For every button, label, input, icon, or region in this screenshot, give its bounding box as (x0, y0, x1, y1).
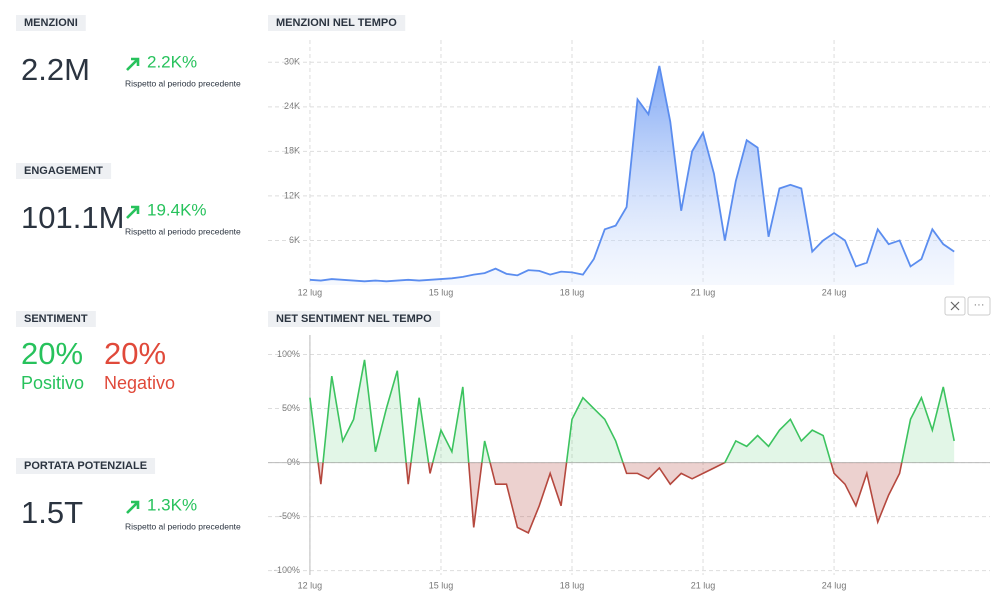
positive-label: Positivo (21, 373, 84, 393)
x-tick-label: 12 lug (298, 287, 323, 297)
trend-arrow (126, 500, 140, 514)
negative-line (317, 462, 903, 534)
trend-arrow (126, 205, 140, 219)
x-tick-label: 12 lug (298, 580, 323, 590)
kpi-value: 2.2M (21, 52, 90, 87)
section-label: ENGAGEMENT (24, 165, 103, 177)
kpi-value: 1.5T (21, 495, 83, 530)
y-tick-label: -50% (279, 511, 300, 521)
kpi-note: Rispetto al periodo precedente (125, 226, 241, 236)
positive-value: 20% (21, 336, 83, 371)
section-label: MENZIONI NEL TEMPO (276, 17, 397, 29)
label-badge (268, 15, 406, 31)
x-tick-label: 24 lug (822, 580, 847, 590)
area-fill (309, 65, 955, 285)
more-button[interactable]: ··· (967, 296, 991, 316)
kpi-value: 101.1M (21, 200, 124, 235)
negative-label: Negativo (104, 373, 175, 393)
section-label: SENTIMENT (24, 313, 88, 325)
expand-button[interactable] (944, 296, 966, 316)
negative-value: 20% (104, 336, 166, 371)
y-tick-label: 50% (282, 403, 300, 413)
x-tick-label: 15 lug (429, 580, 454, 590)
x-tick-label: 24 lug (822, 287, 847, 297)
section-label: PORTATA POTENZIALE (24, 460, 147, 472)
kpi-change: 1.3K% (147, 495, 197, 514)
x-tick-label: 21 lug (691, 287, 716, 297)
label-badge (16, 15, 86, 31)
positive-fill (309, 359, 955, 463)
label-badge (16, 311, 96, 327)
label-badge (268, 311, 441, 327)
section-label: MENZIONI (24, 17, 78, 29)
x-tick-label: 21 lug (691, 580, 716, 590)
svg-text:···: ··· (974, 299, 985, 311)
y-tick-label: 30K (284, 57, 300, 67)
trend-arrow (126, 57, 140, 71)
kpi-change: 2.2K% (147, 52, 197, 71)
label-badge (16, 458, 156, 474)
kpi-note: Rispetto al periodo precedente (125, 78, 241, 88)
x-tick-label: 18 lug (560, 287, 585, 297)
y-tick-label: 24K (284, 101, 300, 111)
negative-fill (309, 462, 955, 533)
y-tick-label: 6K (289, 235, 300, 245)
section-label: NET SENTIMENT NEL TEMPO (276, 313, 432, 325)
x-tick-label: 15 lug (429, 287, 454, 297)
positive-line (309, 359, 955, 463)
y-tick-label: -100% (274, 565, 300, 575)
label-badge (16, 163, 112, 179)
x-tick-label: 18 lug (560, 580, 585, 590)
kpi-note: Rispetto al periodo precedente (125, 521, 241, 531)
y-tick-label: 18K (284, 146, 300, 156)
y-tick-label: 12K (284, 190, 300, 200)
y-tick-label: 100% (277, 349, 300, 359)
kpi-change: 19.4K% (147, 200, 207, 219)
y-tick-label: 0% (287, 457, 300, 467)
line (309, 65, 955, 283)
